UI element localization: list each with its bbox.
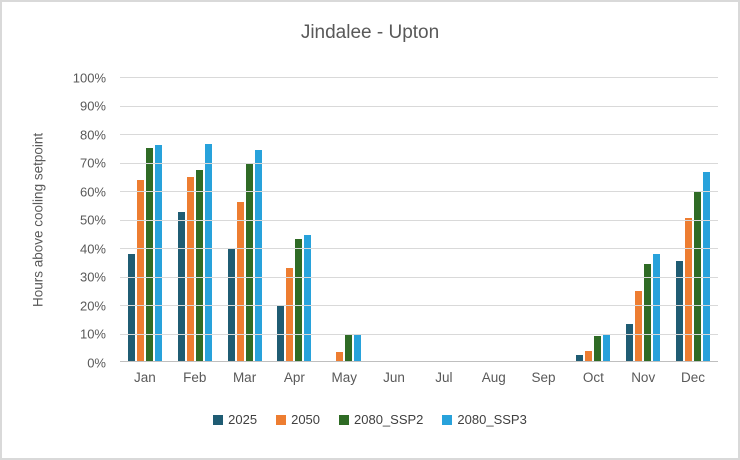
bar-2080_ssp3-oct (603, 334, 611, 362)
gridline (120, 77, 718, 78)
bar-2080_ssp2-apr (295, 239, 303, 362)
gridline (120, 191, 718, 192)
bar-group-oct (568, 77, 618, 362)
gridline (120, 105, 718, 107)
y-tick-label-20: 20% (79, 298, 106, 313)
bar-2050-nov (635, 290, 643, 362)
legend-label: 2080_SSP2 (354, 412, 424, 427)
y-tick-label-0: 0% (87, 355, 106, 370)
plot-area (120, 77, 718, 362)
bar-2050-feb (186, 176, 194, 362)
legend-label: 2080_SSP3 (457, 412, 527, 427)
y-tick-label-70: 70% (79, 155, 106, 171)
bar-2050-dec (685, 218, 693, 362)
legend-label: 2050 (291, 412, 321, 427)
gridline (120, 162, 718, 164)
legend-swatch-icon (213, 414, 224, 425)
bar-2080_ssp3-nov (653, 253, 661, 362)
bar-2080_ssp2-may (345, 333, 353, 362)
bar-2080_ssp3-feb (204, 143, 212, 362)
x-tick-label-nov: Nov (631, 370, 656, 385)
bar-2025-jan (127, 253, 135, 362)
bar-2025-feb (177, 212, 185, 362)
gridline (120, 248, 718, 249)
bar-2080_ssp2-oct (594, 336, 602, 362)
legend-item-2080_ssp2: 2080_SSP2 (339, 412, 423, 427)
gridline (120, 276, 718, 278)
y-axis-ticks: 0% 10% 20% 30% 40% 50% 60% 70% 80% 90% 100% (2, 70, 106, 370)
bar-group-feb (170, 77, 220, 362)
y-tick-label-10: 10% (79, 326, 106, 342)
bar-2080_ssp3-dec (703, 172, 711, 362)
legend-swatch-icon (339, 414, 350, 425)
x-axis-line (120, 361, 718, 362)
bar-2025-dec (676, 260, 684, 362)
legend-label: 2025 (228, 412, 258, 427)
x-tick-label-dec: Dec (681, 370, 706, 385)
bar-2080_ssp2-mar (245, 162, 253, 362)
bar-2050-mar (236, 202, 244, 362)
gridline (120, 219, 718, 221)
bar-2050-apr (286, 267, 294, 362)
x-tick-label-apr: Apr (283, 370, 305, 385)
legend-item-2080_ssp3: 2080_SSP3 (442, 412, 527, 427)
x-tick-label-jul: Jul (435, 370, 453, 385)
bar-2080_ssp3-may (354, 334, 362, 362)
bar-2080_ssp3-jan (154, 145, 162, 362)
y-tick-label-60: 60% (79, 184, 106, 199)
bar-group-nov (618, 77, 668, 362)
legend: 2025 2050 2080_SSP2 2080_SSP3 (2, 412, 738, 427)
bar-2080_ssp2-feb (195, 169, 203, 362)
gridline (120, 134, 718, 135)
x-tick-label-may: May (331, 370, 357, 385)
y-tick-label-40: 40% (79, 241, 106, 256)
y-tick-label-90: 90% (79, 98, 106, 114)
x-axis-labels: Jan Feb Mar Apr May Jun Jul Aug Sep Oct Nov Dec (120, 370, 718, 385)
bar-2050-jan (136, 179, 144, 362)
x-tick-label-mar: Mar (232, 370, 257, 385)
x-tick-label-sep: Sep (531, 370, 556, 385)
bar-2025-nov (626, 323, 634, 362)
bar-2050-may (336, 352, 344, 362)
legend-swatch-icon (276, 414, 287, 425)
bars-container (120, 77, 718, 362)
chart-title: Jindalee - Upton (300, 22, 440, 43)
bar-2025-oct (576, 354, 584, 362)
legend-item-2050: 2050 (276, 412, 320, 427)
bar-2080_ssp2-jan (145, 148, 153, 362)
y-tick-label-80: 80% (79, 127, 106, 142)
x-tick-label-feb: Feb (183, 370, 207, 385)
x-tick-label-oct: Oct (582, 370, 604, 385)
gridline (120, 333, 718, 335)
bar-2080_ssp3-mar (254, 149, 262, 362)
y-tick-label-50: 50% (79, 212, 106, 228)
legend-swatch-icon (442, 414, 453, 425)
y-tick-label-100: 100% (72, 70, 106, 85)
gridline (120, 305, 718, 306)
bar-2080_ssp2-nov (644, 263, 652, 362)
x-tick-label-jun: Jun (383, 370, 405, 385)
x-tick-label-jan: Jan (134, 370, 156, 385)
bar-2080_ssp3-apr (304, 235, 312, 362)
y-tick-label-30: 30% (79, 269, 106, 285)
x-tick-label-aug: Aug (481, 370, 506, 385)
bar-2050-oct (585, 350, 593, 362)
legend-item-2025: 2025 (213, 412, 257, 427)
bar-group-jan (120, 77, 170, 362)
